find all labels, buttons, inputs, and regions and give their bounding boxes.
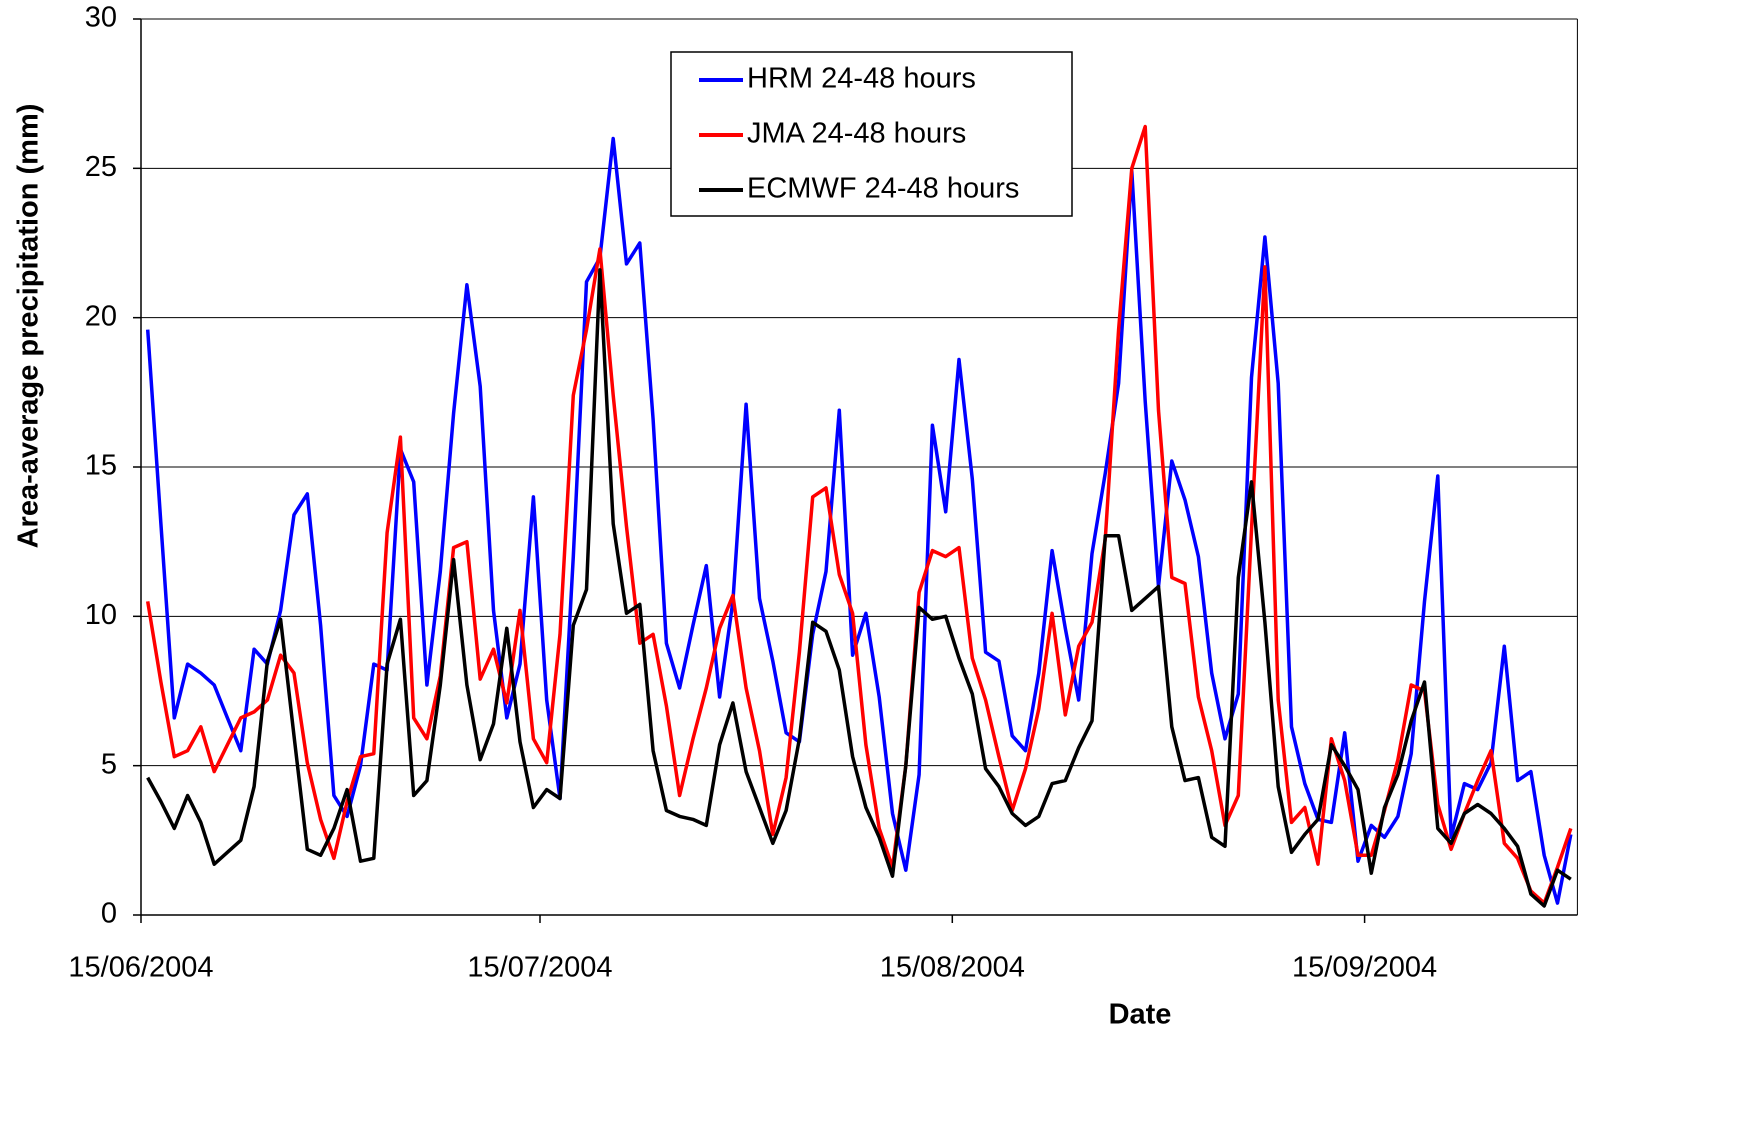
x-tick-label: 15/06/2004: [68, 952, 213, 984]
series-line: [146, 268, 1572, 908]
y-tick-label: 0: [101, 898, 117, 930]
y-tick-label: 20: [85, 300, 117, 332]
y-tick-label: 25: [85, 151, 117, 183]
x-tick-label: 15/07/2004: [467, 952, 612, 984]
y-tick-label: 5: [101, 748, 117, 780]
x-axis-label: Date: [1109, 999, 1172, 1031]
legend-label: ECMWF 24-48 hours: [747, 173, 1019, 205]
legend-label: HRM 24-48 hours: [747, 63, 976, 95]
y-tick-label: 15: [85, 450, 117, 482]
y-axis-label: Area-average precipitation (mm): [13, 104, 45, 549]
x-tick-label: 15/09/2004: [1292, 952, 1437, 984]
y-tick-label: 10: [85, 599, 117, 631]
x-tick-label: 15/08/2004: [880, 952, 1025, 984]
legend-label: JMA 24-48 hours: [747, 118, 966, 150]
y-tick-label: 30: [85, 2, 117, 34]
series-line: [145, 136, 1573, 905]
